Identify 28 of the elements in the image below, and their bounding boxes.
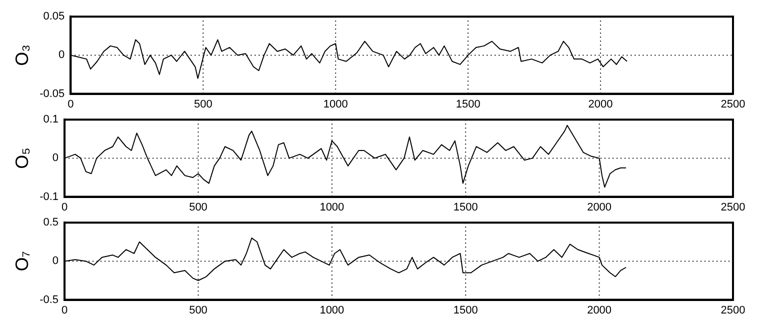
y-tick-label: 0 xyxy=(52,255,59,268)
x-tick-label: 2500 xyxy=(720,201,746,214)
x-tick-label: 1500 xyxy=(453,304,478,316)
y-axis-title: O₃ xyxy=(12,44,32,66)
x-tick-label: 1500 xyxy=(453,201,478,214)
x-tick-label: 0 xyxy=(68,98,74,110)
y-tick-label: 0.05 xyxy=(43,10,65,23)
x-tick-label: 1000 xyxy=(320,201,344,214)
x-tick-label: 2000 xyxy=(588,98,613,110)
x-tick-label: 2000 xyxy=(587,304,612,316)
y-tick-label: -0.05 xyxy=(40,88,65,100)
x-tick-label: 2500 xyxy=(720,304,746,316)
x-tick-label: 1000 xyxy=(320,304,344,316)
y-tick-label: 0.5 xyxy=(43,216,59,229)
x-tick-label: 1500 xyxy=(456,98,480,110)
y-tick-label: -0.5 xyxy=(40,294,59,306)
x-tick-label: 2000 xyxy=(587,201,612,214)
x-tick-label: 500 xyxy=(189,201,208,214)
y-axis-title: O₅ xyxy=(12,148,32,169)
y-axis-title: O₇ xyxy=(12,251,32,272)
x-tick-label: 500 xyxy=(194,98,212,110)
x-tick-label: 500 xyxy=(189,304,208,316)
y-tick-label: 0.1 xyxy=(43,114,59,126)
x-tick-label: 1000 xyxy=(323,98,348,110)
y-tick-label: 0 xyxy=(58,49,65,62)
y-tick-label: 0 xyxy=(52,152,59,164)
x-tick-label: 2500 xyxy=(720,98,746,110)
y-tick-label: -0.1 xyxy=(40,190,59,203)
